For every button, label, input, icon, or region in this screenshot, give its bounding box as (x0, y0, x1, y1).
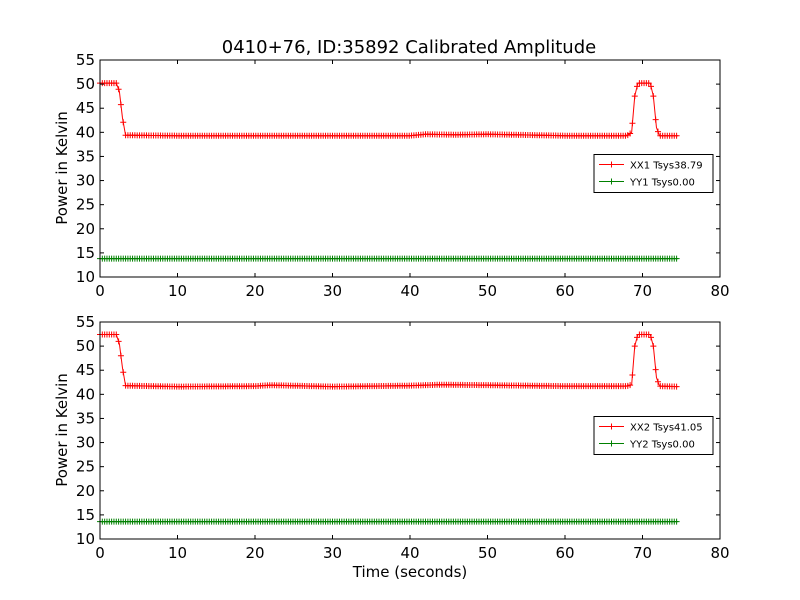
y-tick-label: 50 (76, 75, 95, 93)
series-markers-xx (97, 331, 680, 390)
data-point (650, 93, 657, 100)
data-point (655, 128, 661, 135)
legend-label: YY1 Tsys0.00 (629, 178, 695, 189)
data-point (652, 116, 659, 123)
data-point (673, 383, 680, 390)
x-tick-label: 80 (710, 544, 729, 562)
legend: XX1 Tsys38.79 YY1 Tsys0.00 (593, 154, 714, 193)
data-point (648, 334, 655, 341)
data-point (115, 86, 122, 93)
data-point (650, 343, 657, 350)
data-point (120, 369, 127, 376)
legend-label: YY2 Tsys0.00 (629, 440, 695, 451)
y-axis-label-bottom: Power in Kelvin (53, 373, 71, 487)
y-tick-label: 20 (76, 482, 95, 500)
data-point (115, 338, 122, 345)
x-tick-label: 0 (95, 282, 105, 300)
data-point (673, 518, 680, 525)
x-tick-label: 50 (478, 544, 497, 562)
y-tick-label: 40 (76, 385, 95, 403)
x-tick-label: 0 (95, 544, 105, 562)
data-point (634, 83, 641, 90)
data-point (627, 382, 634, 389)
x-axis-label: Time (seconds) (352, 563, 468, 581)
y-tick-label: 50 (76, 337, 95, 355)
y-tick-label: 30 (76, 434, 95, 452)
y-tick-label: 25 (76, 196, 95, 214)
y-tick-label: 35 (76, 409, 95, 427)
data-point (113, 80, 120, 87)
x-tick-label: 40 (400, 282, 419, 300)
x-tick-label: 60 (555, 544, 574, 562)
x-tick-label: 50 (478, 282, 497, 300)
data-point (673, 255, 680, 262)
x-tick-label: 10 (168, 282, 187, 300)
y-tick-label: 55 (76, 313, 95, 331)
legend-marker (608, 161, 615, 168)
data-point (627, 130, 634, 137)
legend-label: XX2 Tsys41.05 (630, 423, 703, 434)
legend-label: XX1 Tsys38.79 (630, 161, 703, 172)
data-point (629, 120, 636, 127)
legend-marker (608, 178, 615, 185)
y-tick-label: 35 (76, 147, 95, 165)
y-tick-label: 45 (76, 99, 95, 117)
data-point (645, 80, 652, 87)
legend-marker (608, 440, 615, 447)
x-tick-label: 20 (245, 544, 264, 562)
y-tick-label: 10 (76, 268, 95, 286)
legend-box (593, 416, 714, 455)
data-point (648, 83, 655, 90)
data-point (655, 378, 661, 385)
data-point (652, 366, 659, 373)
data-point (631, 93, 638, 100)
data-point (117, 101, 124, 108)
chart-title: 0410+76, ID:35892 Calibrated Amplitude (222, 37, 596, 58)
y-tick-label: 15 (76, 506, 95, 524)
x-tick-label: 10 (168, 544, 187, 562)
data-point (629, 372, 636, 379)
x-tick-label: 30 (323, 544, 342, 562)
y-tick-label: 30 (76, 172, 95, 190)
legend-box (593, 154, 714, 193)
series-markers-xx (97, 80, 680, 139)
x-tick-label: 70 (633, 544, 652, 562)
data-point (120, 119, 127, 126)
x-tick-label: 40 (400, 544, 419, 562)
y-tick-label: 20 (76, 220, 95, 238)
x-tick-label: 20 (245, 282, 264, 300)
y-axis-label-top: Power in Kelvin (53, 111, 71, 225)
x-tick-label: 80 (710, 282, 729, 300)
y-tick-label: 40 (76, 123, 95, 141)
x-tick-label: 30 (323, 282, 342, 300)
y-tick-label: 15 (76, 244, 95, 262)
bottom-panel: 0 10 20 30 40 50 60 70 8010152025303540455055XX2… (76, 313, 730, 562)
top-panel: 0 10 20 30 40 50 60 70 8010152025303540455055XX1… (76, 51, 730, 300)
x-tick-label: 60 (555, 282, 574, 300)
y-tick-label: 25 (76, 458, 95, 476)
x-tick-label: 70 (633, 282, 652, 300)
y-tick-label: 10 (76, 530, 95, 548)
legend: XX2 Tsys41.05 YY2 Tsys0.00 (593, 416, 714, 455)
series-markers-yy (97, 255, 680, 262)
legend-marker (608, 423, 615, 430)
data-point (117, 352, 124, 359)
y-tick-label: 55 (76, 51, 95, 69)
y-tick-label: 45 (76, 361, 95, 379)
data-point (113, 331, 120, 338)
data-point (631, 343, 638, 350)
data-point (673, 132, 680, 139)
